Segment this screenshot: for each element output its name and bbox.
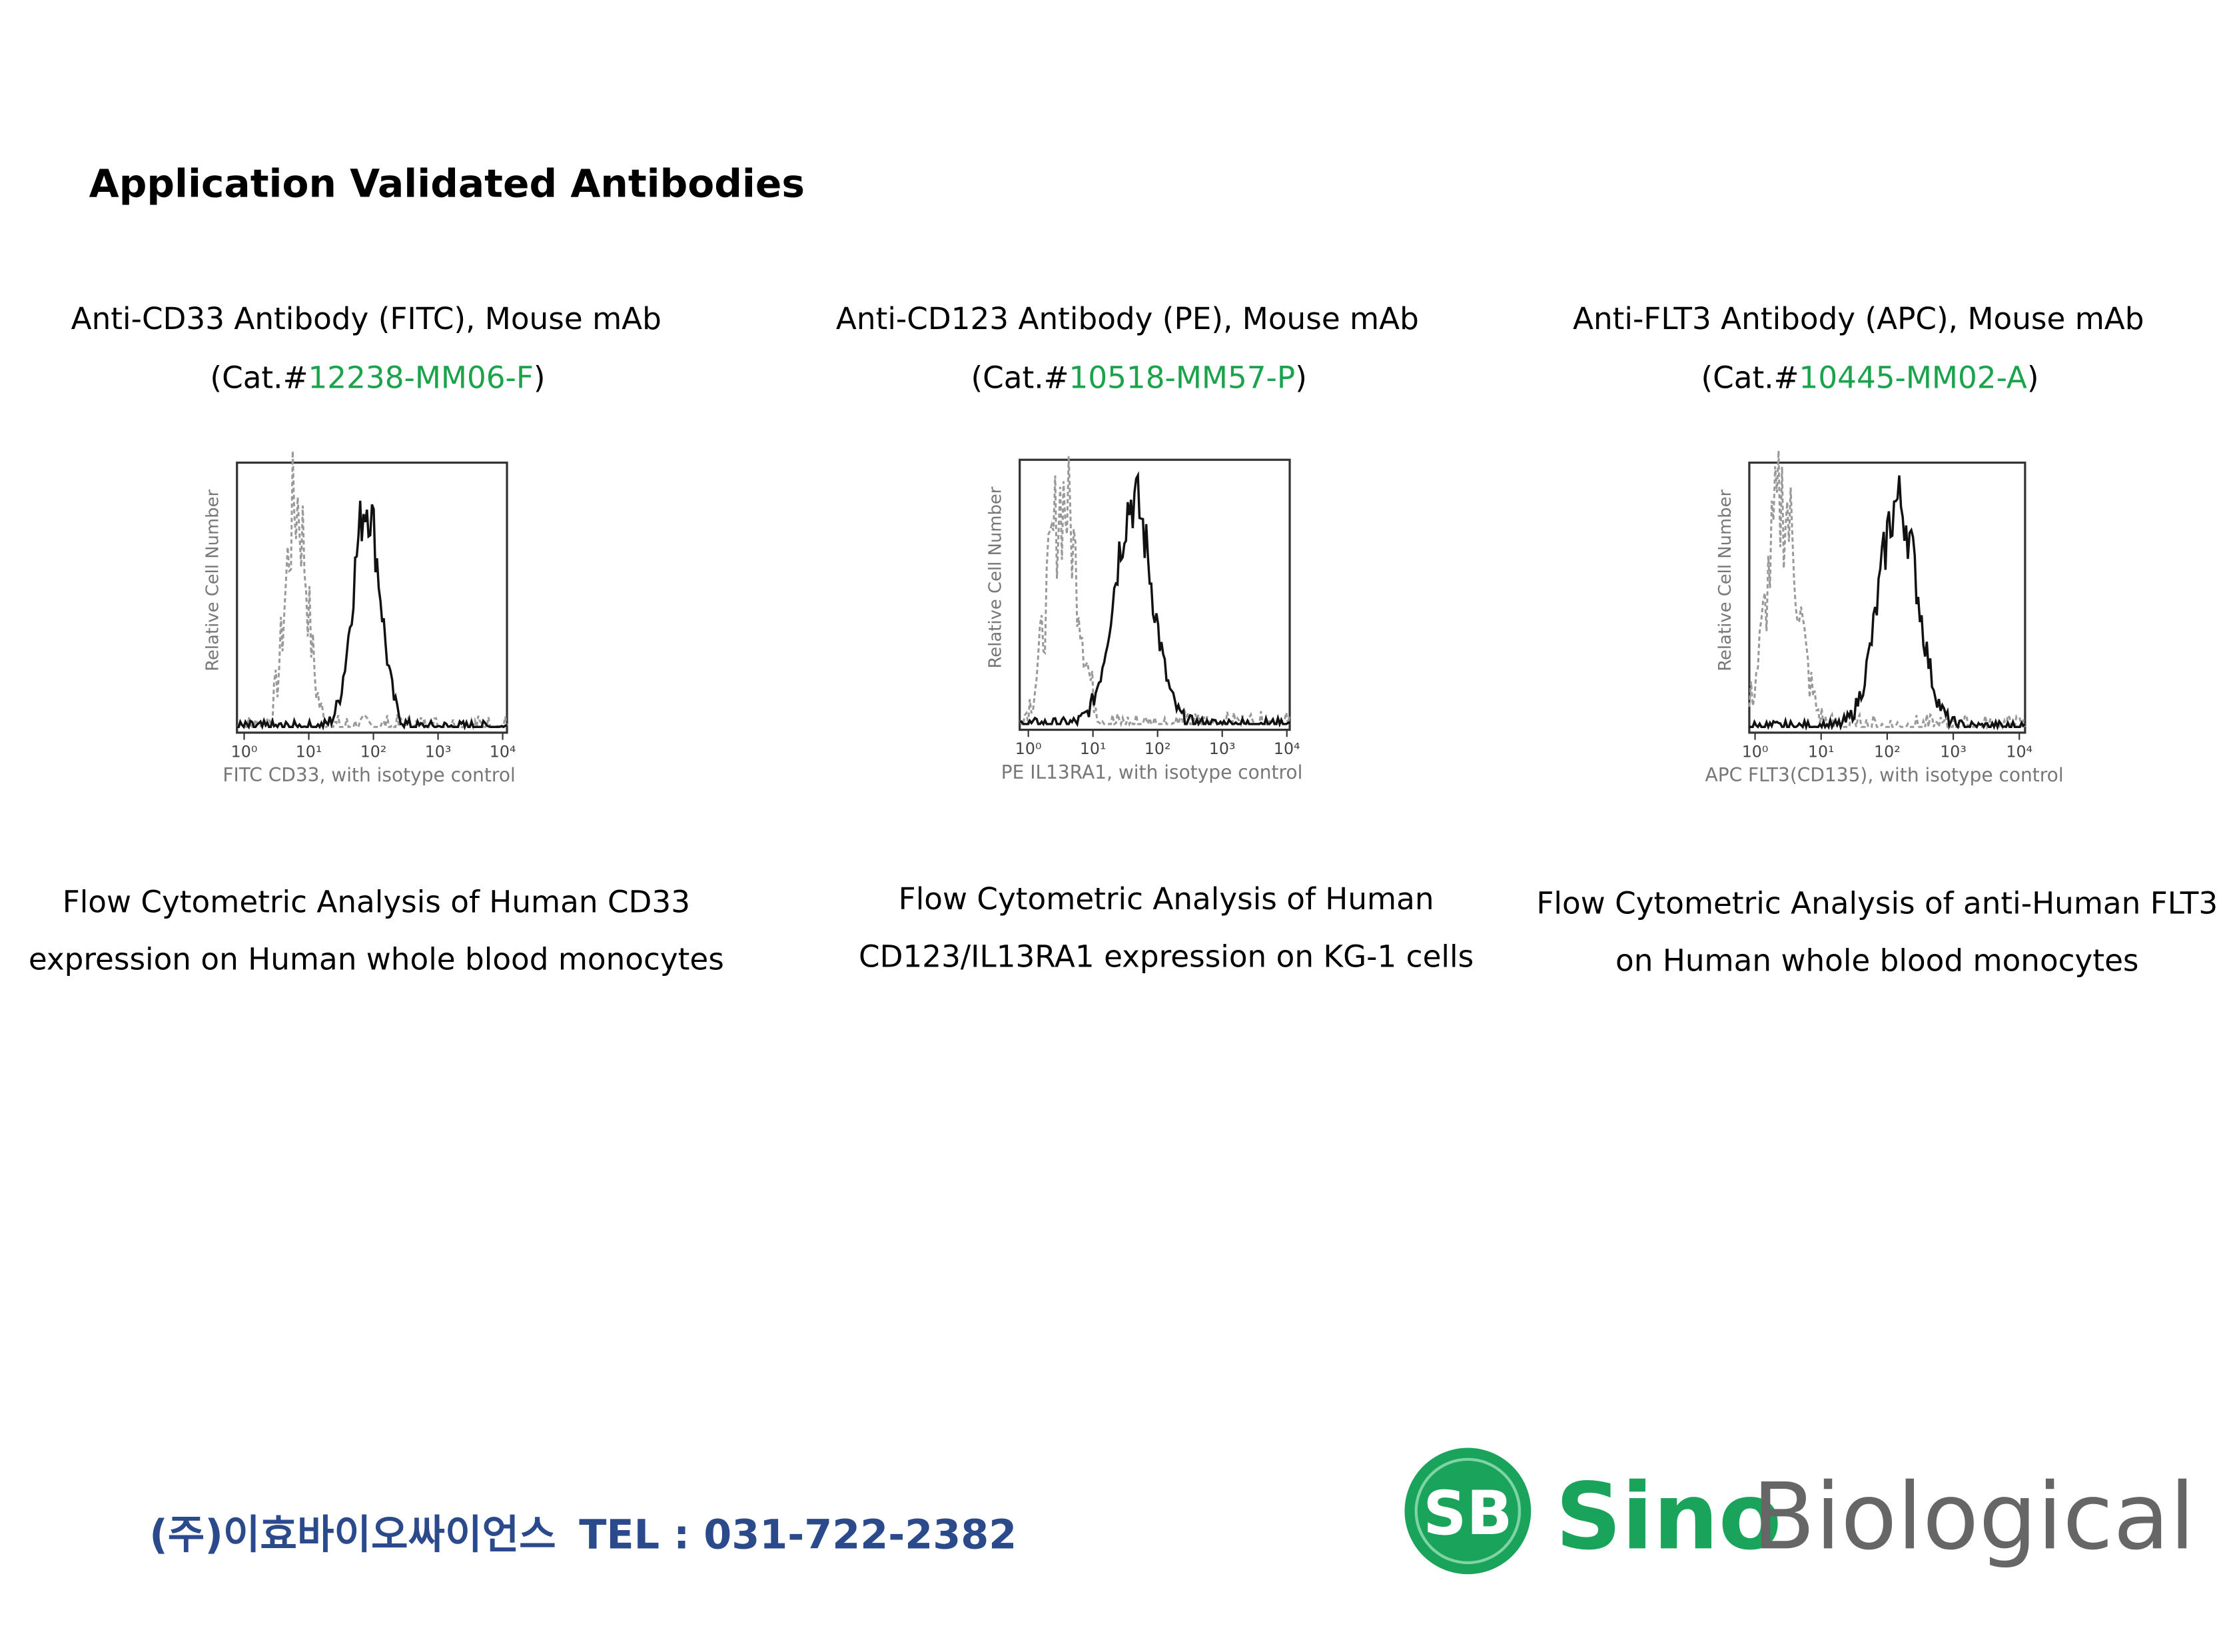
y-axis-label: Relative Cell Number <box>203 489 223 671</box>
antibody-name: Anti-CD33 Antibody (FITC), Mouse mAb <box>71 301 662 336</box>
catalog-number: 10518-MM57-P <box>1069 360 1296 395</box>
isotype-curve <box>236 451 508 731</box>
x-tick-label: 10⁰ <box>1015 739 1042 758</box>
x-tick-label: 10² <box>1874 743 1901 761</box>
x-tick-label: 10³ <box>1940 743 1967 761</box>
catalog-number: 12238-MM06-F <box>308 360 534 395</box>
page-title: Application Validated Antibodies <box>89 161 805 206</box>
plot-frame <box>236 461 508 734</box>
x-tick-label: 10³ <box>1209 739 1236 758</box>
caption-line: Flow Cytometric Analysis of Human <box>899 881 1434 917</box>
catalog-prefix: (Cat.# <box>971 360 1069 395</box>
x-tick-label: 10⁴ <box>2006 743 2032 761</box>
panel: Anti-CD33 Antibody (FITC), Mouse mAb (Cat… <box>29 301 724 977</box>
x-tick-label: 10⁴ <box>490 743 516 761</box>
x-tick-label: 10³ <box>425 743 452 761</box>
x-tick-label: 10¹ <box>296 743 322 761</box>
panels: Anti-CD33 Antibody (FITC), Mouse mAb (Cat… <box>29 301 2218 979</box>
panel: Anti-FLT3 Antibody (APC), Mouse mAb (Cat.… <box>1536 301 2218 979</box>
x-tick-label: 10¹ <box>1808 743 1835 761</box>
x-axis-label: PE IL13RA1, with isotype control <box>1001 761 1303 783</box>
x-tick-label: 10² <box>360 743 387 761</box>
logo-badge <box>1404 1447 1532 1575</box>
catalog-line: (Cat.#10445-MM02-A) <box>1701 360 2038 395</box>
catalog-line: (Cat.#10518-MM57-P) <box>971 360 1306 395</box>
catalog-suffix: ) <box>2027 360 2039 395</box>
caption-line: Flow Cytometric Analysis of anti-Human F… <box>1536 886 2218 921</box>
antibody-name: Anti-FLT3 Antibody (APC), Mouse mAb <box>1573 301 2144 336</box>
footer-contact: (주)이효바이오싸이언스 TEL : 031-722-2382 <box>149 1511 1017 1558</box>
caption-line: CD123/IL13RA1 expression on KG-1 cells <box>859 939 1474 974</box>
tel: TEL : 031-722-2382 <box>579 1511 1017 1558</box>
logo-badge-text: SB <box>1423 1479 1512 1549</box>
x-axis-label: FITC CD33, with isotype control <box>223 764 515 786</box>
catalog-prefix: (Cat.# <box>210 360 308 395</box>
logo-word-sino: Sino <box>1556 1463 1782 1570</box>
catalog-number: 10445-MM02-A <box>1799 360 2027 395</box>
caption-line: on Human whole blood monocytes <box>1615 943 2138 979</box>
catalog-line: (Cat.#12238-MM06-F) <box>210 360 545 395</box>
logo-ring <box>1414 1457 1522 1565</box>
antibody-curve <box>236 500 508 731</box>
logo-word-biological: Biological <box>1752 1463 2195 1570</box>
catalog-prefix: (Cat.# <box>1701 360 1799 395</box>
x-axis-label: APC FLT3(CD135), with isotype control <box>1705 764 2064 786</box>
plot-frame <box>1019 458 1291 731</box>
x-tick-label: 10⁰ <box>231 743 258 761</box>
x-tick-label: 10⁴ <box>1274 739 1300 758</box>
x-tick-label: 10¹ <box>1080 739 1107 758</box>
caption-line: Flow Cytometric Analysis of Human CD33 <box>63 884 690 919</box>
company: (주)이효바이오싸이언스 <box>149 1511 556 1558</box>
catalog-suffix: ) <box>534 360 546 395</box>
logo: SB Sino Biological <box>1404 1447 2195 1575</box>
antibody-curve <box>1749 475 2026 731</box>
panel: Anti-CD123 Antibody (PE), Mouse mAb (Cat.… <box>836 301 1474 974</box>
caption-line: expression on Human whole blood monocyte… <box>29 942 724 977</box>
x-tick-label: 10⁰ <box>1742 743 1769 761</box>
y-axis-label: Relative Cell Number <box>986 486 1006 668</box>
x-tick-label: 10² <box>1144 739 1171 758</box>
catalog-suffix: ) <box>1295 360 1307 395</box>
y-axis-label: Relative Cell Number <box>1715 489 1735 671</box>
antibody-curve <box>1019 471 1290 728</box>
antibody-name: Anti-CD123 Antibody (PE), Mouse mAb <box>836 301 1419 336</box>
